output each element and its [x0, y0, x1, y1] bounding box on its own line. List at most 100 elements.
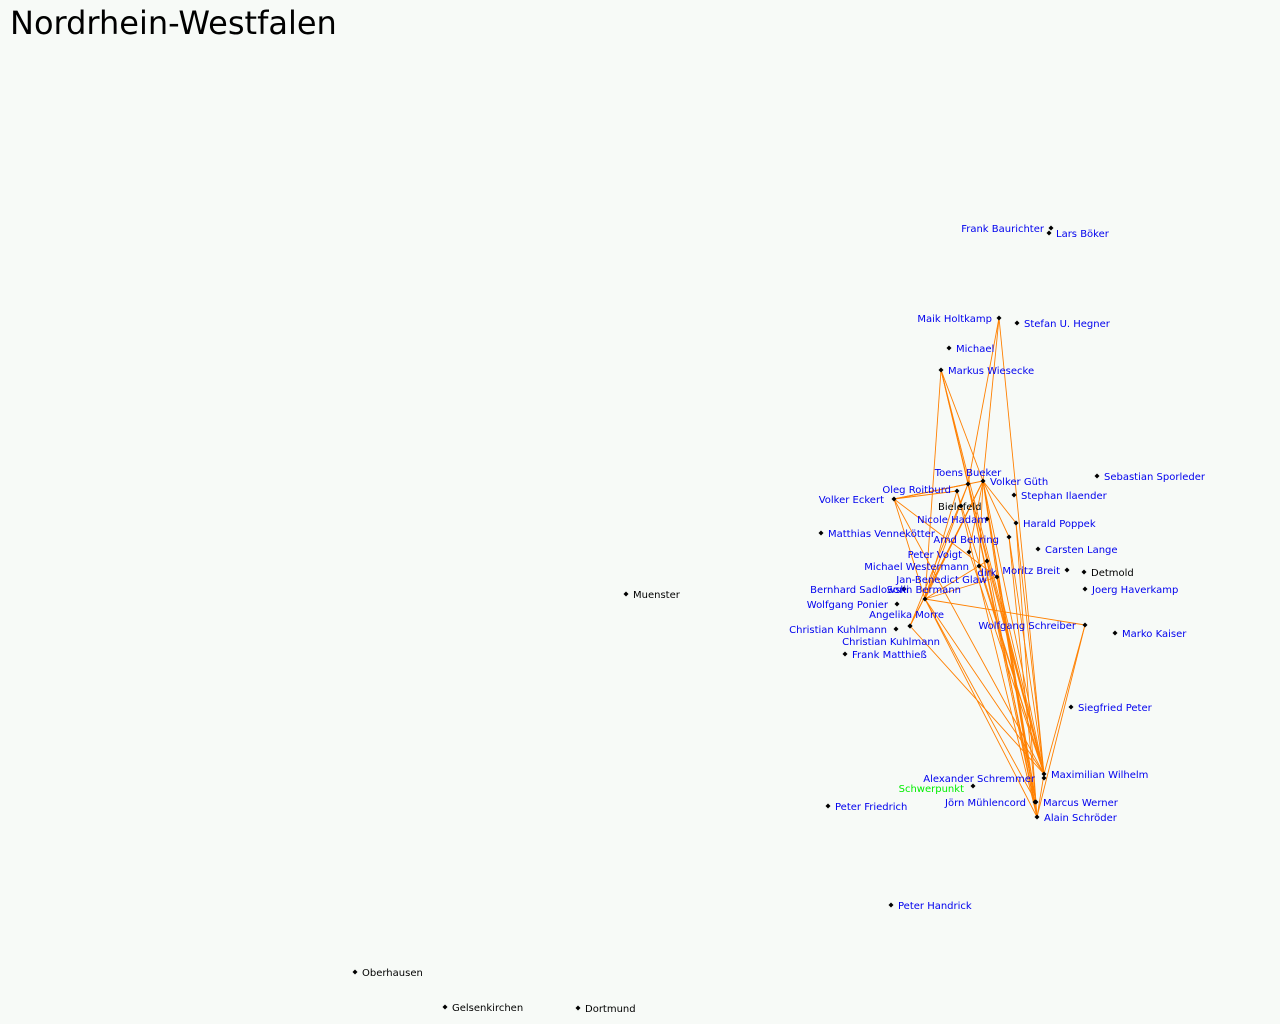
person-harald-poppek: Harald Poppek: [1013, 519, 1096, 530]
connection-line: [967, 317, 1000, 485]
person-label: Marko Kaiser: [1122, 629, 1187, 640]
location-marker-icon: [994, 574, 1000, 580]
location-marker-icon: [1094, 473, 1100, 479]
location-marker-icon: [966, 549, 972, 555]
city-label: Bielefeld: [938, 502, 982, 513]
person-jorn-muhlencord: Jörn Mühlencord: [944, 798, 1038, 809]
location-marker-icon: [1082, 622, 1088, 628]
person-alain-schroder: Alain Schröder: [1034, 813, 1118, 824]
person-label: Volker Güth: [990, 477, 1048, 488]
connection-line: [978, 480, 984, 567]
person-label: Oleg Roitburd: [882, 485, 951, 496]
person-label: Matthias Vennekötter: [828, 529, 936, 540]
person-label: Stephan Ilaender: [1021, 491, 1108, 502]
connection-line: [1015, 522, 1045, 775]
location-marker-icon: [984, 516, 990, 522]
location-marker-icon: [1046, 230, 1052, 236]
person-maximilian-wilhelm: Maximilian Wilhelm: [1041, 770, 1148, 781]
person-label: Peter Voigt: [908, 550, 962, 561]
connection-line: [940, 369, 988, 562]
connection-line: [893, 490, 958, 500]
connection-line: [1036, 624, 1086, 818]
connection-line: [909, 480, 984, 627]
connection-line: [968, 480, 984, 553]
city-label: Muenster: [633, 590, 681, 601]
person-volker-eckert: Volker Eckert: [819, 495, 897, 506]
person-label: Toens Bueker: [934, 468, 1002, 479]
city-oberhausen: Oberhausen: [352, 968, 423, 979]
person-dirk: dirk: [977, 558, 997, 579]
location-marker-icon: [352, 969, 358, 975]
person-label: Jan-Benedict Glaw: [895, 575, 987, 586]
person-sebastian-sporleder: Sebastian Sporleder: [1094, 472, 1206, 483]
location-marker-icon: [825, 803, 831, 809]
person-label: Alain Schröder: [1044, 813, 1118, 824]
person-siegfried-peter: Siegfried Peter: [1068, 703, 1153, 714]
person-label: Volker Eckert: [819, 495, 884, 506]
connection-line: [982, 480, 1045, 775]
person-label: Wolfgang Ponier: [807, 600, 889, 611]
person-label: Carsten Lange: [1045, 545, 1118, 556]
city-detmold: Detmold: [1081, 568, 1134, 579]
person-lars-boker: Lars Böker: [1046, 229, 1110, 240]
person-label: Siegfried Peter: [1078, 703, 1153, 714]
location-marker-icon: [1013, 520, 1019, 526]
location-marker-icon: [842, 651, 848, 657]
connection-line: [1008, 536, 1045, 775]
person-carsten-lange: Carsten Lange: [1035, 545, 1118, 556]
person-christian-kuhlmann: Christian Kuhlmann: [842, 623, 940, 648]
connection-line: [1043, 624, 1086, 775]
person-peter-voigt: Peter Voigt: [908, 549, 972, 561]
person-maik-holtkamp: Maik Holtkamp: [917, 314, 1002, 325]
person-label: Markus Wiesecke: [948, 366, 1034, 377]
person-marko-kaiser: Marko Kaiser: [1112, 629, 1187, 640]
city-muenster: Muenster: [623, 590, 681, 601]
location-marker-icon: [907, 623, 913, 629]
person-label: Christian Kuhlmann: [842, 637, 940, 648]
person-alexander-schremmer: Alexander Schremmer: [923, 774, 1047, 785]
person-label: Angelika Morre: [869, 610, 944, 621]
connection-line: [924, 560, 988, 600]
person-markus-wiesecke: Markus Wiesecke: [938, 366, 1034, 377]
connection-line: [924, 598, 1037, 803]
connection-line: [982, 317, 1000, 482]
person-label: Lars Böker: [1056, 229, 1110, 240]
person-wolfgang-ponier: Wolfgang Ponier: [807, 600, 900, 611]
person-label: Sorin Bermann: [887, 585, 961, 596]
connection-line: [956, 490, 1038, 818]
person-label: Maik Holtkamp: [917, 314, 992, 325]
location-marker-icon: [996, 315, 1002, 321]
connection-lines: [893, 317, 1086, 818]
city-bielefeld: Bielefeld: [938, 502, 982, 513]
person-christian-kuhlmann: Christian Kuhlmann: [789, 625, 899, 636]
map-points: Muenster Bielefeld Detmold Oberhausen Gelsen…: [352, 224, 1206, 1015]
location-marker-icon: [894, 601, 900, 607]
location-marker-icon: [958, 503, 964, 509]
location-marker-icon: [970, 783, 976, 789]
person-label: Stefan U. Hegner: [1024, 319, 1111, 330]
person-nicole-hadam: Nicole Hadam: [917, 515, 990, 526]
person-matthias-vennekotter: Matthias Vennekötter: [818, 529, 936, 540]
person-michael: Michael: [946, 344, 994, 355]
person-label: Moritz Breit: [1002, 566, 1060, 577]
person-label: Peter Handrick: [898, 901, 972, 912]
connection-line: [940, 369, 1045, 775]
city-label: Oberhausen: [362, 968, 423, 979]
person-oleg-roitburd: Oleg Roitburd: [882, 485, 960, 496]
location-marker-icon: [623, 591, 629, 597]
person-label: Peter Friedrich: [835, 802, 907, 813]
person-label: Sebastian Sporleder: [1104, 472, 1206, 483]
person-label: Michael: [956, 344, 994, 355]
location-marker-icon: [1081, 569, 1087, 575]
location-marker-icon: [984, 558, 990, 564]
connection-line: [909, 483, 969, 627]
location-marker-icon: [891, 496, 897, 502]
location-marker-icon: [1011, 492, 1017, 498]
person-frank-matthiess: Frank Matthieß: [842, 650, 927, 661]
person-joerg-haverkamp: Joerg Haverkamp: [1082, 585, 1178, 596]
person-sorin-bermann: Sorin Bermann: [887, 585, 961, 602]
connection-line: [986, 560, 1045, 775]
person-jan-benedict-glaw: Jan-Benedict Glaw: [895, 574, 1000, 586]
location-marker-icon: [922, 596, 928, 602]
connection-line: [1036, 773, 1045, 818]
